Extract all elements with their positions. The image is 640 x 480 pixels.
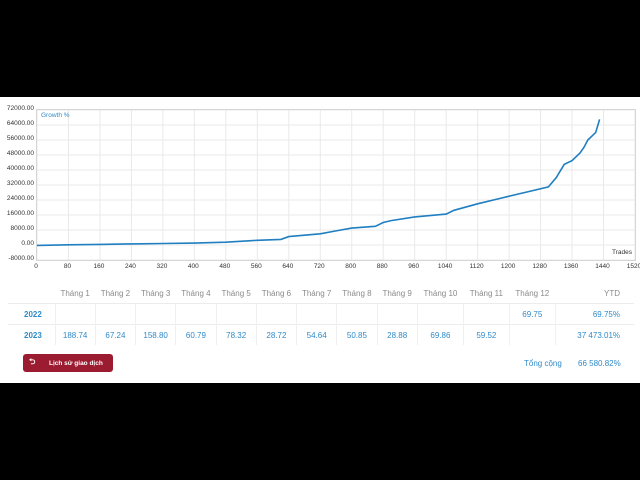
- month-value-cell: [175, 303, 217, 325]
- x-tick-label: 1040: [437, 263, 453, 270]
- month-value-cell: 69.75: [508, 303, 556, 325]
- total-value: 66 580.82%: [578, 359, 621, 368]
- month-value-cell: 67.24: [94, 324, 136, 345]
- month-value-cell: 69.86: [416, 324, 464, 345]
- month-value-cell: [255, 303, 297, 325]
- column-header: Tháng 7: [301, 288, 332, 298]
- month-value-cell: [508, 324, 556, 345]
- y-tick-label: 0.00: [21, 240, 34, 247]
- month-value-cell: [135, 303, 176, 325]
- column-header: Tháng 10: [423, 288, 458, 298]
- column-header: Tháng 4: [181, 288, 211, 298]
- year-cell: 2023: [8, 324, 56, 345]
- y-tick-label: 16000.00: [6, 210, 34, 217]
- total-label: Tổng cộng: [524, 359, 562, 368]
- x-tick-label: 1200: [500, 263, 516, 270]
- x-tick-label: 1520: [626, 263, 640, 270]
- month-value-cell: 188.74: [54, 324, 96, 345]
- trade-history-label: Lịch sử giao dịch: [49, 359, 103, 367]
- month-value-cell: 28.88: [376, 324, 418, 345]
- month-value-cell: 78.32: [215, 324, 257, 345]
- y-tick-label: 32000.00: [6, 180, 34, 187]
- month-value-cell: [94, 303, 136, 325]
- growth-series-line: [37, 119, 601, 247]
- y-tick-label: -8000.00: [8, 255, 34, 262]
- x-tick-label: 720: [313, 263, 325, 270]
- month-value-cell: [376, 303, 418, 325]
- column-header: Tháng 8: [342, 288, 372, 298]
- year-cell: 2022: [8, 303, 56, 325]
- history-icon: ⮌: [29, 357, 36, 366]
- column-header: Tháng 5: [221, 288, 251, 298]
- monthly-returns-table: Tháng 1 Tháng 2 Tháng 3 Tháng 4 Tháng 5 Tháng…: [8, 283, 634, 379]
- month-value-cell: 28.72: [255, 324, 297, 345]
- x-tick-label: 1440: [595, 263, 610, 270]
- month-value-cell: [336, 303, 378, 325]
- table-row: 2023 188.74 67.24 158.80 60.79 78.32 28.72 54.6…: [8, 324, 634, 345]
- x-tick-label: 320: [156, 263, 168, 270]
- x-tick-label: 80: [63, 263, 72, 270]
- month-value-cell: [416, 303, 464, 325]
- y-tick-label: 64000.00: [6, 120, 34, 127]
- column-header: Tháng 12: [515, 288, 550, 298]
- month-value-cell: [215, 303, 257, 325]
- y-tick-label: 48000.00: [6, 150, 34, 157]
- x-tick-label: 1360: [563, 263, 579, 270]
- chart-plot: [37, 110, 635, 260]
- ytd-cell: 69.75%: [554, 303, 634, 325]
- y-tick-label: 56000.00: [6, 135, 34, 142]
- x-tick-label: 800: [345, 263, 357, 270]
- x-tick-label: 1280: [532, 263, 547, 270]
- column-header: Tháng 9: [382, 288, 412, 298]
- month-value-cell: 50.85: [336, 324, 378, 345]
- column-header: YTD: [604, 288, 620, 298]
- x-tick-label: 400: [187, 263, 199, 270]
- x-tick-label: 640: [282, 263, 294, 270]
- x-tick-label: 1120: [469, 263, 484, 270]
- growth-chart: [36, 109, 636, 261]
- column-header: [8, 283, 55, 304]
- y-tick-label: 24000.00: [6, 195, 34, 202]
- table-header-row: Tháng 1 Tháng 2 Tháng 3 Tháng 4 Tháng 5 Tháng…: [8, 283, 634, 304]
- column-header: Tháng 11: [469, 288, 503, 298]
- month-value-cell: 60.79: [175, 324, 217, 345]
- month-value-cell: [54, 303, 96, 325]
- column-header: Tháng 2: [100, 288, 131, 298]
- month-value-cell: [296, 303, 337, 325]
- column-header: Tháng 3: [140, 288, 171, 298]
- month-value-cell: 54.64: [296, 324, 337, 345]
- column-header: Tháng 1: [60, 288, 90, 298]
- table-row: 2022 69.75 69.75%: [8, 303, 634, 325]
- x-axis-label: Trades: [612, 249, 632, 256]
- y-tick-label: 72000.00: [6, 105, 34, 112]
- series-label: Growth %: [41, 112, 70, 119]
- x-tick-label: 160: [93, 263, 105, 270]
- y-tick-label: 40000.00: [6, 165, 34, 172]
- x-tick-label: 240: [124, 263, 136, 270]
- x-tick-label: 560: [250, 263, 262, 270]
- x-tick-label: 480: [219, 263, 231, 270]
- month-value-cell: 158.80: [135, 324, 176, 345]
- performance-panel: 72000.00 64000.00 56000.00 48000.00 40000.00…: [0, 97, 640, 383]
- ytd-cell: 37 473.01%: [554, 324, 634, 345]
- month-value-cell: 59.52: [463, 324, 510, 345]
- trade-history-button[interactable]: ⮌ Lịch sử giao dịch: [23, 354, 113, 372]
- y-tick-label: 8000.00: [10, 225, 35, 232]
- x-tick-label: 960: [408, 263, 420, 270]
- column-header: Tháng 6: [261, 288, 292, 298]
- month-value-cell: [463, 303, 510, 325]
- x-tick-label: 880: [376, 263, 388, 270]
- x-tick-label: 0: [34, 263, 38, 270]
